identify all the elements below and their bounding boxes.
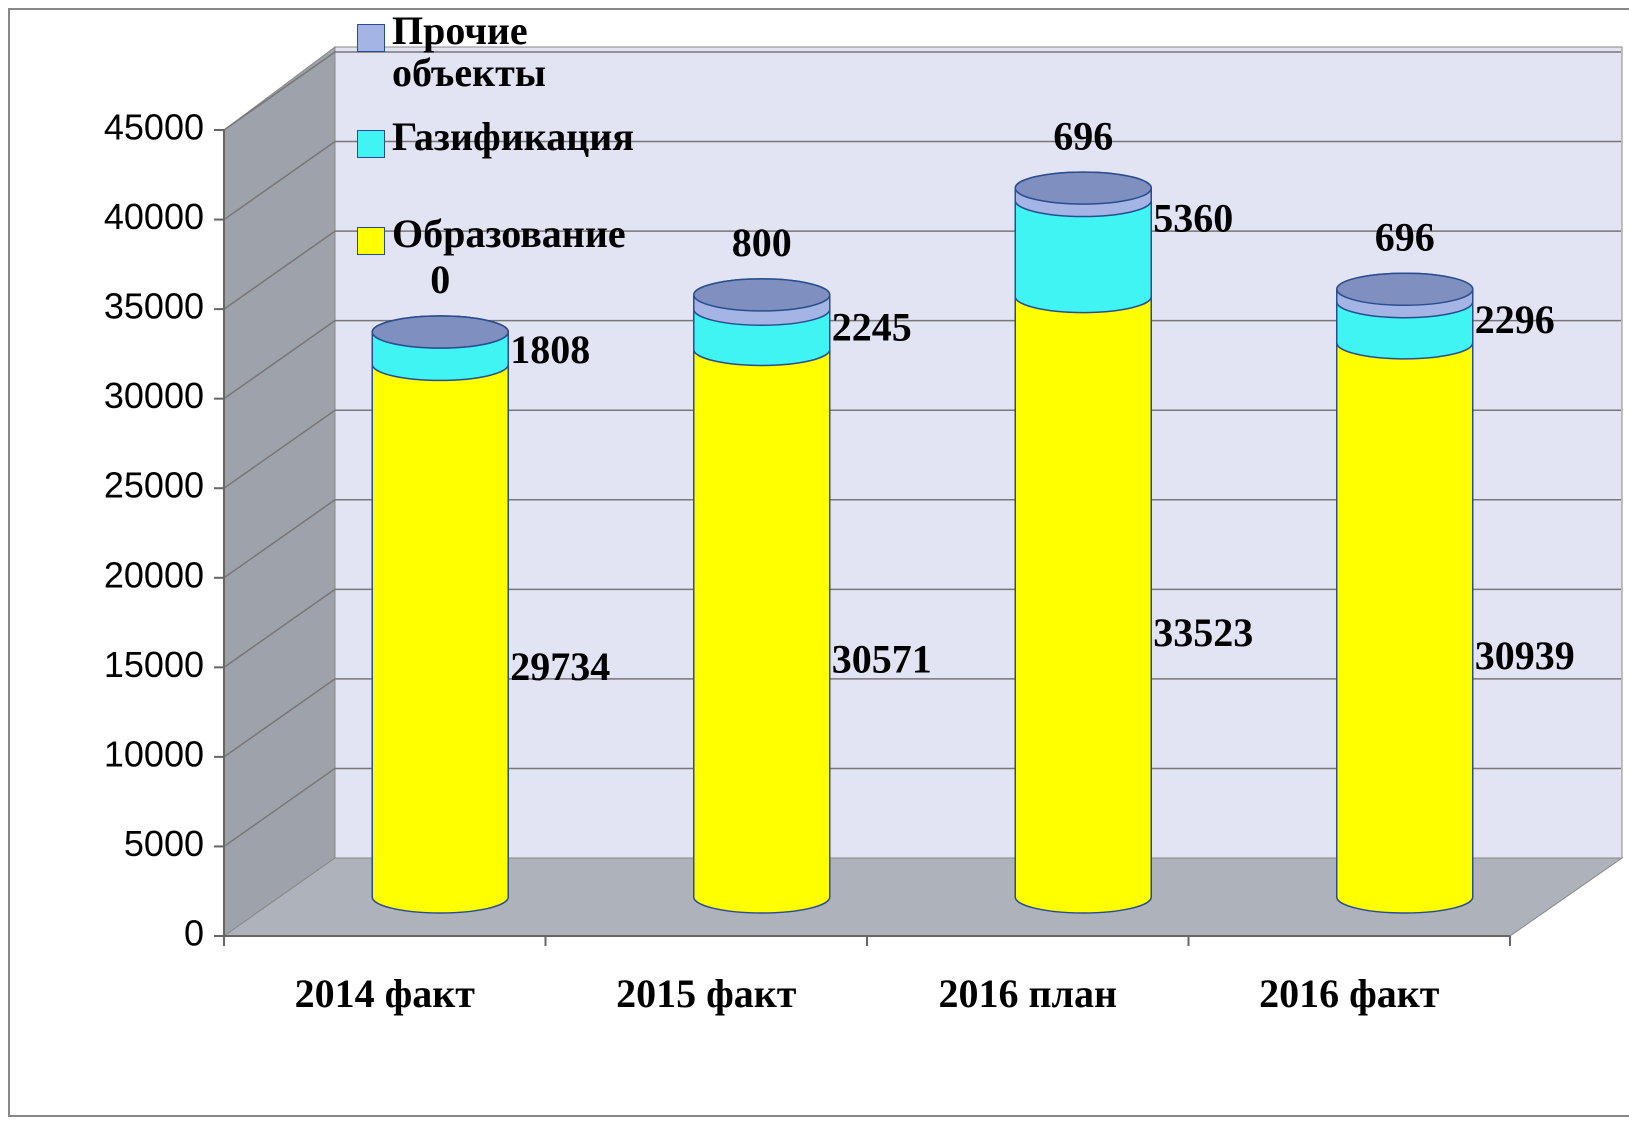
data-label: 696: [1375, 214, 1435, 259]
data-label: 0: [430, 257, 450, 302]
cylinder-top: [1336, 272, 1474, 307]
y-tick-label: 5000: [124, 823, 204, 864]
grid-line: [223, 499, 1621, 579]
y-tick-label: 15000: [104, 644, 204, 685]
x-tick-label: 2014 факт: [295, 971, 476, 1016]
grid-line: [223, 140, 1621, 221]
legend-swatch: [357, 24, 385, 52]
y-tick-label: 30000: [104, 375, 204, 416]
cylinder-segment: [693, 332, 831, 914]
data-label: 30571: [832, 636, 932, 681]
data-label: 5360: [1153, 196, 1233, 241]
grid-line: [223, 767, 1621, 848]
y-tick-label: 25000: [104, 465, 204, 506]
data-label: 2245: [832, 304, 912, 349]
grid-line: [223, 230, 1621, 310]
data-label: 30939: [1475, 633, 1575, 678]
y-tick-label: 45000: [104, 107, 204, 148]
cylinder-segment: [1014, 279, 1152, 914]
y-tick-label: 40000: [104, 196, 204, 237]
walls: [222, 46, 1624, 937]
grid-line: [223, 319, 1621, 400]
cylinder-top: [693, 278, 831, 312]
data-label: 2296: [1475, 297, 1555, 342]
legend-swatch: [357, 227, 385, 255]
y-tick-label: 10000: [104, 733, 204, 774]
legend-swatch: [357, 130, 385, 158]
legend-label: Образование: [392, 211, 626, 256]
cylinder-top: [1014, 171, 1152, 205]
legend-label: Газификация: [392, 114, 634, 159]
grid-line: [223, 678, 1621, 758]
y-tick-label: 20000: [104, 554, 204, 595]
data-label: 29734: [510, 644, 610, 689]
data-label: 696: [1053, 113, 1113, 158]
cylinder-segment: [1336, 326, 1474, 914]
chart-frame: [8, 8, 1629, 1117]
data-label: 33523: [1153, 610, 1253, 655]
x-tick-label: 2016 факт: [1259, 971, 1440, 1016]
x-tick-label: 2015 факт: [616, 971, 797, 1016]
grid-line: [223, 409, 1621, 489]
grid-line: [223, 51, 1621, 131]
data-label: 1808: [510, 327, 590, 372]
y-tick-label: 0: [184, 913, 204, 954]
cylinder-top: [371, 315, 509, 349]
cylinder-segment: [371, 347, 509, 914]
x-tick-label: 2016 план: [938, 971, 1117, 1016]
y-tick-label: 35000: [104, 286, 204, 327]
data-label: 800: [732, 220, 792, 265]
legend-label: Прочие объекты: [392, 8, 547, 95]
grid-line: [223, 588, 1621, 668]
